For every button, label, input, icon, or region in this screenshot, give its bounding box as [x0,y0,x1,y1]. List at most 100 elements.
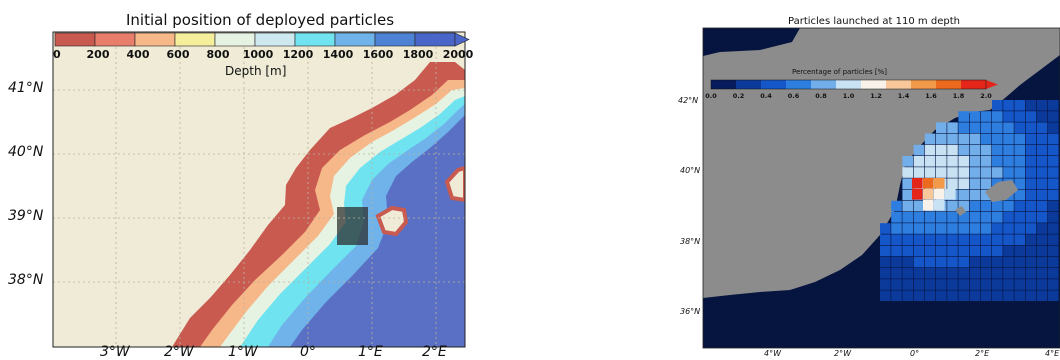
grid-cell [947,156,958,167]
grid-cell [980,111,992,122]
right-map-title: Particles launched at 110 m depth [788,16,960,27]
grid-cell [913,279,925,290]
grid-cell [924,234,936,245]
colorbar-segment [836,80,861,89]
grid-cell [880,290,891,301]
left-map-title: Initial position of deployed particles [126,11,395,29]
grid-cell [980,290,992,301]
grid-cell [969,279,981,290]
grid-cell [958,200,969,212]
grid-cell [1025,156,1037,167]
grid-cell [958,279,969,290]
grid-cell [913,234,925,245]
grid-cell [880,245,891,257]
grid-cell [1025,122,1037,133]
grid-cell [1048,212,1059,223]
grid-cell [992,100,1003,111]
grid-cell [1048,156,1059,167]
grid-cell [1036,212,1048,223]
colorbar-segment [811,80,836,89]
grid-cell [969,133,981,145]
grid-cell [969,178,981,189]
grid-cell [947,245,958,257]
right-lon-label-2e: 2°E [975,349,990,358]
grid-cell [934,200,945,211]
deployment-box [337,207,368,245]
grid-cell [1036,111,1048,122]
grid-cell [947,167,958,178]
grid-cell [924,268,936,279]
grid-cell [902,290,913,301]
colorbar-tick-label: 2000 [443,48,474,61]
island-ibiza-right [955,206,966,216]
grid-cell [913,167,925,178]
grid-cell [1025,200,1037,212]
grid-cell [1048,279,1059,290]
grid-cell [1003,223,1014,234]
left-lon-label-3w: 3°W [100,344,130,360]
grid-cell [992,256,1003,268]
grid-cell [891,212,902,223]
colorbar-tick-label: 1000 [243,48,274,61]
colorbar-tick-label: 1.6 [925,92,937,100]
grid-cell [969,223,981,234]
colorbar-tick-label: 0.8 [815,92,827,100]
grid-cell [947,133,958,145]
grid-cell [924,156,936,167]
colorbar-segment [786,80,811,89]
colorbar-tick-label: 1800 [403,48,434,61]
grid-cell [1014,178,1025,189]
grid-cell [936,133,947,145]
grid-cell [936,144,947,156]
right-lat-label-38n: 38°N [680,237,701,246]
colorbar-segment [961,80,986,89]
colorbar-tick-label: 1200 [283,48,314,61]
grid-cell [947,178,958,189]
grid-cell [1048,234,1059,245]
grid-cell [1048,167,1059,178]
grid-cell [1014,200,1025,212]
left-lon-label-0: 0° [300,344,316,360]
grid-cell [980,256,992,268]
left-lat-label-39n: 39°N [8,208,44,224]
grid-cell [1048,122,1059,133]
grid-cell [1014,290,1025,301]
graticule [53,32,465,347]
grid-cell [1014,133,1025,145]
grid-cell [1048,223,1059,234]
grid-cell [913,290,925,301]
grid-cell [891,279,902,290]
grid-cell [992,268,1003,279]
grid-cell [891,256,902,268]
right-lon-label-2w: 2°W [834,349,851,358]
grid-cell [969,200,981,212]
grid-cell [992,212,1003,223]
grid-cell [980,234,992,245]
grid-cell [1003,133,1014,145]
colorbar-tick-label: 0.4 [760,92,772,100]
left-lon-label-1w: 1°W [228,344,258,360]
grid-cell [969,290,981,301]
grid-cell [1048,268,1059,279]
grid-cell [1036,200,1048,212]
grid-cell [992,111,1003,122]
grid-cell [958,245,969,257]
grid-cell [1025,290,1037,301]
grid-cell [924,279,936,290]
island-mallorca [444,165,465,203]
grid-cell [992,279,1003,290]
grid-cell [880,223,891,234]
grid-cell [980,133,992,145]
grid-cell [980,167,992,178]
grid-cell [913,223,925,234]
grid-cell [980,268,992,279]
grid-cell [969,156,981,167]
grid-cell [891,290,902,301]
grid-cell [969,234,981,245]
island-mallorca-right [985,180,1018,202]
particle-grid [880,100,1059,301]
grid-cell [923,178,934,189]
grid-cell [1003,290,1014,301]
